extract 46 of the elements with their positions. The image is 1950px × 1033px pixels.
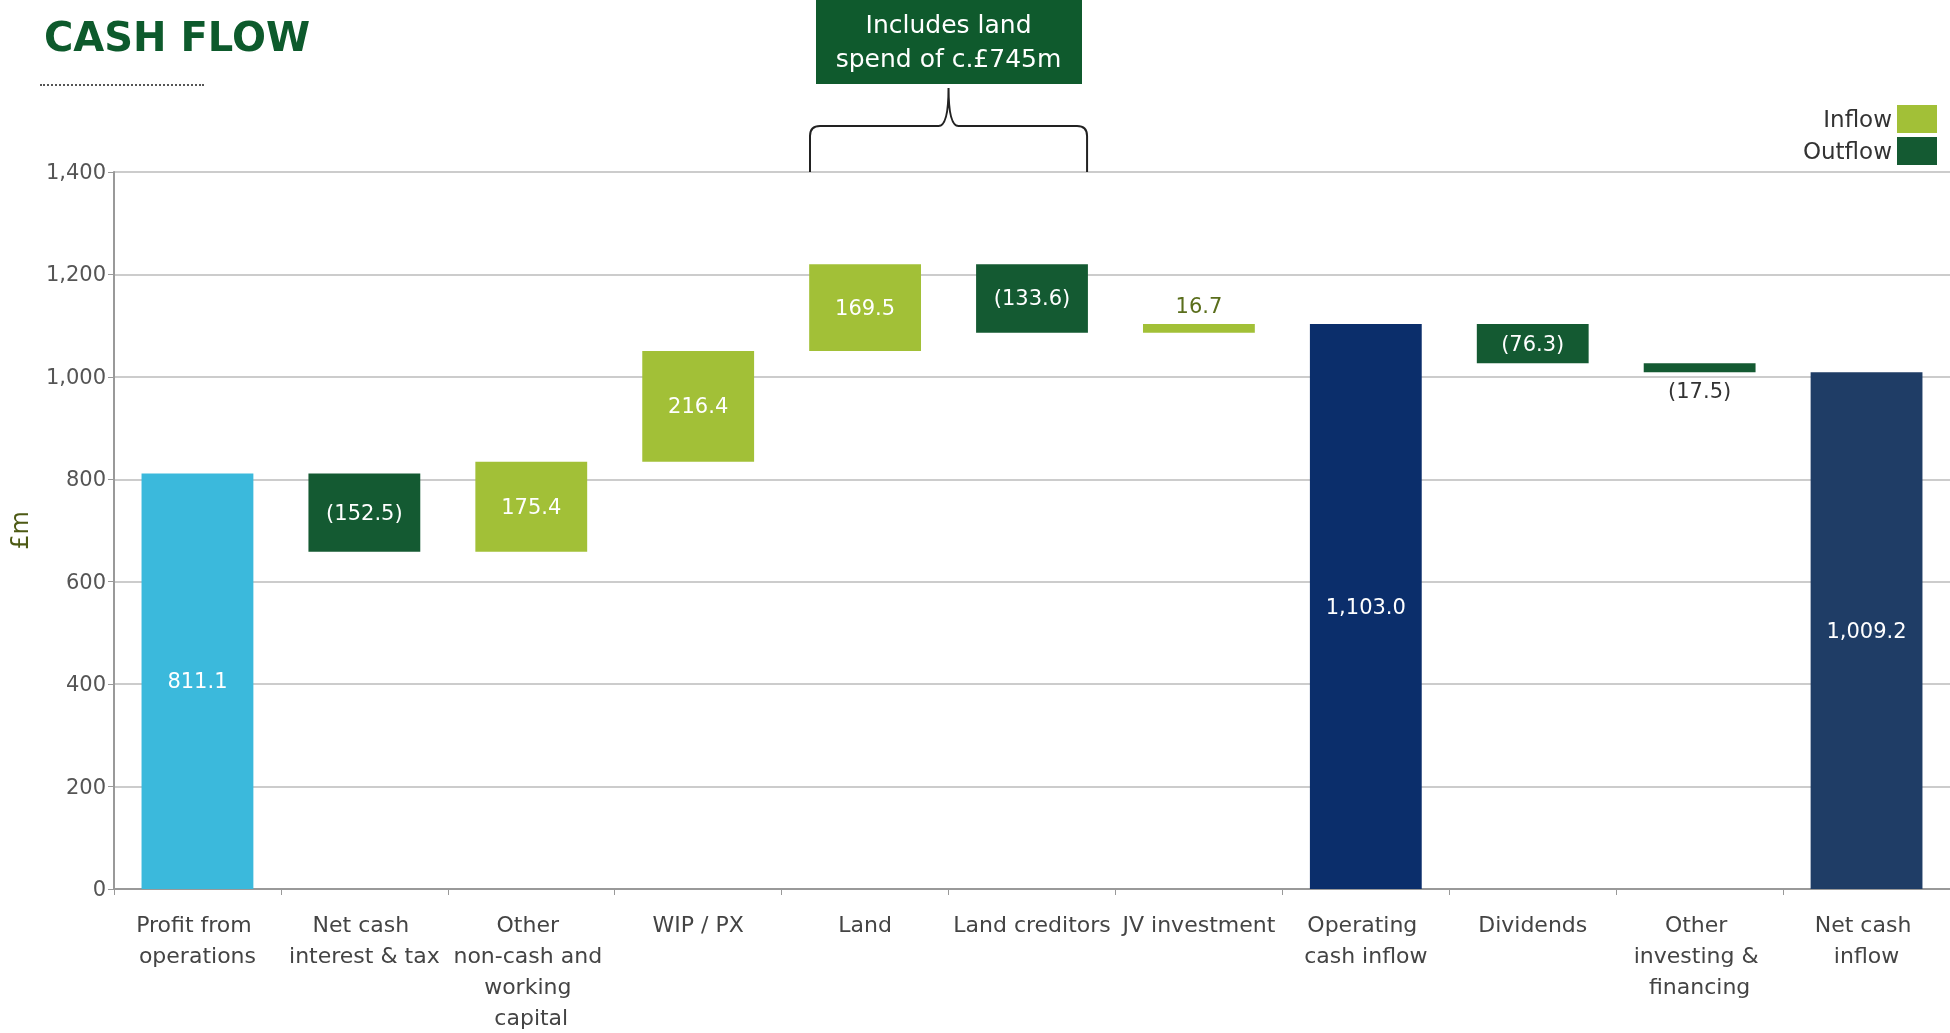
bar [1309, 324, 1422, 889]
bar [1142, 324, 1255, 333]
data-label: (76.3) [1501, 331, 1565, 356]
y-tick-label: 200 [65, 774, 106, 799]
chart-title: CASH FLOW [44, 14, 311, 62]
text: Includes land spend of c.£745m [815, 0, 1082, 84]
x-tick-label: Dividends [1478, 912, 1588, 937]
y-tick-label: 600 [65, 569, 106, 594]
data-label: 216.4 [668, 394, 729, 419]
x-tick-label: Land [838, 912, 892, 937]
legend-label: Outflow [1802, 138, 1892, 164]
bar [809, 264, 922, 352]
x-tick-label: Other investing & financing [1633, 912, 1766, 999]
x-tick-label: WIP / PX [652, 912, 744, 937]
data-label: (152.5) [326, 500, 403, 525]
x-tick-label: JV investment [1120, 912, 1276, 937]
x-tick-label: Net cash inflow [1814, 912, 1919, 968]
x-tick-label: Profit from operations [136, 912, 259, 968]
bar [475, 461, 588, 552]
y-tick-label: 0 [92, 877, 106, 901]
bar [141, 473, 254, 889]
y-tick-label: 1,400 [45, 160, 106, 184]
data-label: (133.6) [993, 286, 1071, 311]
y-tick-label: 1,000 [45, 364, 106, 389]
data-label: 1,103.0 [1325, 594, 1406, 619]
bar [308, 473, 421, 552]
bar [976, 264, 1088, 333]
legend-label: Inflow [1823, 106, 1892, 132]
y-tick-label: 800 [65, 467, 106, 492]
y-tick-label: 1,200 [45, 262, 106, 287]
data-label: 811.1 [167, 669, 228, 694]
bar [1810, 372, 1923, 889]
data-label: (17.5) [1668, 378, 1732, 403]
data-label: 169.5 [835, 295, 896, 320]
data-label: 1,009.2 [1826, 618, 1907, 643]
data-label: 16.7 [1175, 293, 1223, 318]
y-tick-label: 400 [65, 672, 106, 697]
bar [1643, 363, 1756, 373]
data-label: 175.4 [501, 494, 562, 519]
x-tick-label: Other non-cash and working capital [453, 912, 610, 1030]
bar [642, 351, 755, 462]
x-tick-label: Operating cash inflow [1304, 912, 1428, 968]
y-axis-title: £m [6, 511, 34, 550]
x-tick-label: Net cash interest & tax [289, 912, 440, 968]
x-tick-label: Land creditors [953, 912, 1111, 937]
bar [1476, 324, 1589, 364]
